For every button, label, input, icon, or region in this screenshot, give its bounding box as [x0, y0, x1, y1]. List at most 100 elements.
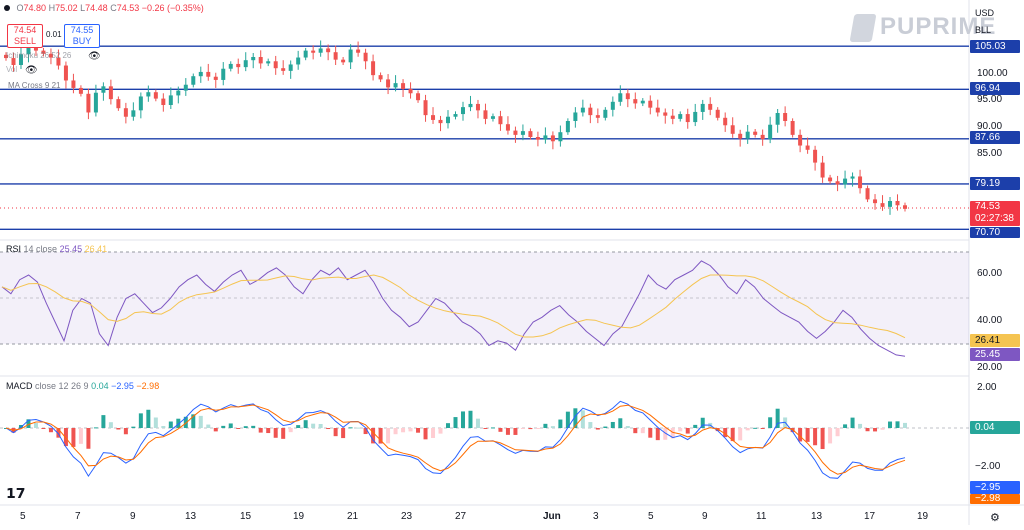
ma-cross-legend[interactable]: MA Cross 9 21 [8, 81, 61, 90]
candle-body [108, 86, 113, 100]
rsi-series [1, 260, 906, 357]
time-tick: 3 [593, 511, 599, 522]
candle-body [123, 108, 128, 117]
macd-hist-bar [655, 428, 660, 441]
candle-body [745, 131, 750, 139]
macd-hist-bar [490, 427, 495, 429]
macd-hist-bar [401, 428, 406, 433]
macd-hist-bar [236, 428, 241, 429]
macd-hist-bar [251, 425, 256, 428]
candle-body [483, 110, 488, 119]
candle-body [783, 113, 788, 121]
macd-hist-bar [483, 428, 488, 429]
candle-body [146, 92, 151, 97]
level-label: 105.03 [970, 40, 1020, 53]
candle-body [221, 68, 226, 80]
candle-body [858, 176, 863, 189]
macd-hist-bar [26, 419, 31, 428]
buy-label: BUY [72, 36, 92, 46]
candle-body [386, 79, 391, 88]
candle-body [813, 149, 818, 163]
bar-countdown: 02:27:38 [975, 213, 1014, 224]
macd-hist-bar [505, 428, 510, 435]
time-tick: 13 [811, 511, 823, 522]
time-tick: Jun [543, 511, 561, 522]
level-label: 87.66 [970, 131, 1020, 144]
macd-hist-bar [221, 425, 226, 428]
time-tick: 27 [455, 511, 467, 522]
candle-body [790, 121, 795, 135]
settings-gear-icon[interactable]: ⚙ [990, 512, 1000, 524]
macd-hist-bar [168, 421, 173, 428]
candle-body [663, 112, 668, 116]
macd-hist-bar [610, 421, 615, 428]
candle-body [513, 130, 518, 135]
candlestick-series [4, 40, 907, 215]
level-label: 70.70 [970, 227, 1020, 238]
macd-hist-bar [670, 428, 675, 439]
candle-body [760, 134, 765, 140]
macd-hist-bar [543, 423, 548, 428]
macd-hist-bar [460, 411, 465, 428]
unit-label[interactable]: BLL [975, 25, 992, 35]
macd-hist-bar [498, 428, 503, 432]
macd-hist-bar [528, 428, 533, 430]
rsi-title: RSI [6, 244, 22, 254]
price-tick: 85.00 [977, 148, 1003, 159]
support-resistance-lines [0, 45, 969, 230]
time-tick: 9 [702, 511, 708, 522]
macd-hist-bar [228, 423, 233, 428]
macd-hist-bar [63, 428, 68, 447]
candle-body [543, 135, 548, 140]
tradingview-logo-icon[interactable]: 𝟭𝟳 [6, 485, 26, 501]
candle-body [258, 57, 263, 64]
macd-hist-bar [513, 428, 518, 435]
macd-hist-bar [386, 428, 391, 444]
candle-body [213, 76, 218, 80]
candle-body [168, 95, 173, 105]
candle-body [48, 53, 53, 58]
macd-hist-bar [550, 426, 555, 428]
candle-body [371, 61, 376, 76]
macd-legend[interactable]: MACD close 12 26 9 0.04 −2.95 −2.98 [6, 381, 159, 391]
macd-hist-bar [828, 428, 833, 444]
candle-body [505, 124, 510, 131]
signal-line [5, 404, 906, 475]
macd-hist-bar [101, 415, 106, 428]
rsi-label: 25.45 [970, 348, 1020, 361]
volume-legend[interactable]: Vol [6, 65, 18, 74]
candle-body [850, 176, 855, 179]
ohlc-legend: O74.80 H75.02 L74.48 C74.53 −0.26 (−0.35… [4, 3, 204, 13]
candle-body [490, 116, 495, 119]
macd-hist-bar [633, 428, 638, 434]
candle-body [251, 57, 256, 61]
macd-hist-bar [700, 417, 705, 428]
high-value: 75.02 [55, 3, 78, 13]
macd-hist-bar [78, 428, 83, 444]
macd-hist-bar [311, 423, 316, 428]
time-tick: 21 [347, 511, 359, 522]
rsi-legend[interactable]: RSI 14 close 25.45 26.41 [6, 244, 107, 254]
candle-body [131, 110, 136, 117]
candle-body [281, 68, 286, 71]
candle-body [101, 86, 106, 93]
macd-hist-bar [138, 413, 143, 428]
buy-button[interactable]: 74.55 BUY [64, 24, 100, 48]
macd-hist-bar [266, 428, 271, 434]
low-label: L [80, 3, 86, 13]
macd-hist-bar [888, 421, 893, 428]
macd-hist-bar [678, 428, 683, 432]
eye-hidden-icon[interactable]: 👁 [25, 65, 38, 76]
currency-label[interactable]: USD [975, 8, 995, 18]
eye-icon[interactable]: 👁 [88, 51, 101, 62]
candle-body [730, 125, 735, 134]
rsi-tick: 20.00 [977, 362, 1003, 373]
ichimoku-legend[interactable]: Ichimoku 26 52 26 [6, 51, 72, 60]
sell-button[interactable]: 74.54 SELL [7, 24, 43, 48]
candle-body [655, 107, 660, 113]
candle-body [685, 114, 690, 123]
macd-hist-bar [603, 426, 608, 428]
current-price: 74.53 [975, 201, 1001, 212]
